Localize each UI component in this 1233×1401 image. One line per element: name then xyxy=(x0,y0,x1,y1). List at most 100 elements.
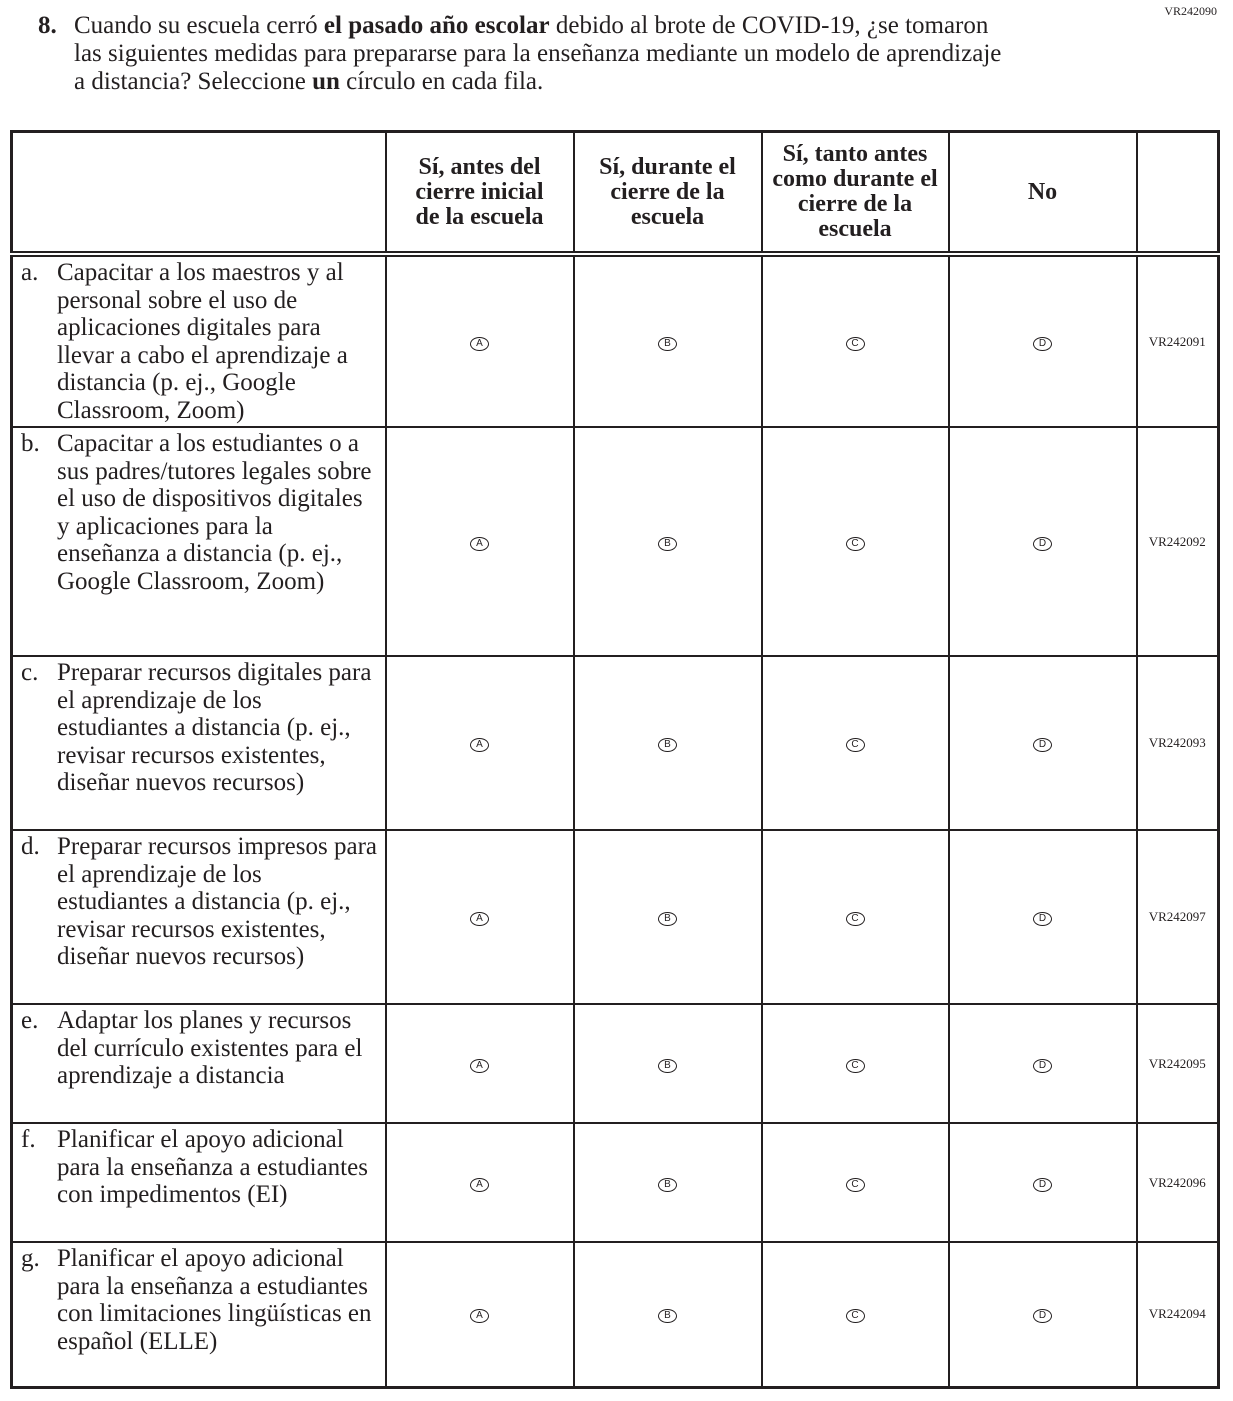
table-row: d. Preparar recursos impresos para el apr… xyxy=(10,829,1220,1005)
table-row: e. Adaptar los planes y recursos del curr… xyxy=(10,1003,1220,1124)
radio-bubble-d[interactable]: D xyxy=(1033,336,1052,351)
option-cell: A xyxy=(384,1241,575,1388)
column-header: Sí, tanto antes como durante el cierre d… xyxy=(760,130,950,257)
table-row: a. Capacitar a los maestros y al personal… xyxy=(10,253,1220,428)
radio-bubble-b[interactable]: B xyxy=(658,1177,677,1192)
radio-bubble-a[interactable]: A xyxy=(470,336,489,351)
radio-bubble-b[interactable]: B xyxy=(658,1309,677,1324)
option-cell: C xyxy=(760,829,950,1005)
question-prompt: 8. Cuando su escuela cerró el pasado año… xyxy=(38,12,1018,96)
option-cell: B xyxy=(572,426,763,657)
item-text: Preparar recursos digitales para el apre… xyxy=(57,659,372,796)
option-cell: B xyxy=(572,1241,763,1388)
radio-bubble-d[interactable]: D xyxy=(1033,1177,1052,1192)
item-code: VR242094 xyxy=(1135,1241,1220,1388)
option-cell: A xyxy=(384,426,575,657)
option-cell: D xyxy=(947,1241,1138,1388)
item-letter: b. xyxy=(21,430,40,457)
item-code: VR242092 xyxy=(1135,426,1220,657)
option-cell: C xyxy=(760,253,950,428)
item-code: VR242091 xyxy=(1135,253,1220,428)
item-letter: f. xyxy=(21,1126,36,1153)
radio-bubble-c[interactable]: C xyxy=(845,1309,865,1324)
item-cell: c. Preparar recursos digitales para el ap… xyxy=(10,655,387,831)
text: debido al brote de COVID-19, ¿se tomaron… xyxy=(74,12,1002,95)
item-text: Preparar recursos impresos para el apren… xyxy=(57,833,378,970)
item-cell: g. Planificar el apoyo adicional para la … xyxy=(10,1241,387,1388)
radio-bubble-d[interactable]: D xyxy=(1033,1058,1052,1073)
text: Cuando su escuela cerró xyxy=(74,12,324,39)
item-letter: e. xyxy=(21,1007,39,1034)
radio-bubble-a[interactable]: A xyxy=(470,1058,489,1073)
option-cell: D xyxy=(947,426,1138,657)
emphasis: el pasado año escolar xyxy=(323,12,550,39)
radio-bubble-d[interactable]: D xyxy=(1033,738,1052,752)
option-cell: D xyxy=(947,1122,1138,1243)
option-cell: C xyxy=(760,1003,950,1124)
radio-bubble-a[interactable]: A xyxy=(470,1177,489,1192)
column-label: Sí, durante el cierre de la escuela xyxy=(599,153,736,230)
option-cell: A xyxy=(384,1122,575,1243)
column-label: Sí, antes del cierre inicial de la escue… xyxy=(415,153,544,230)
radio-bubble-a[interactable]: A xyxy=(470,738,489,752)
response-grid: Sí, antes del cierre inicial de la escue… xyxy=(10,130,1220,1389)
item-cell: b. Capacitar a los estudiantes o a sus pa… xyxy=(10,426,387,657)
radio-bubble-c[interactable]: C xyxy=(845,738,865,752)
option-cell: B xyxy=(572,829,763,1005)
column-header: Sí, antes del cierre inicial de la escue… xyxy=(384,130,575,257)
table-row: f. Planificar el apoyo adicional para la … xyxy=(10,1122,1220,1243)
radio-bubble-d[interactable]: D xyxy=(1033,536,1052,551)
item-cell: e. Adaptar los planes y recursos del curr… xyxy=(10,1003,387,1124)
option-cell: D xyxy=(947,1003,1138,1124)
column-label: Sí, tanto antes como durante el cierre d… xyxy=(772,141,938,242)
item-code: VR242095 xyxy=(1135,1003,1220,1124)
option-cell: D xyxy=(947,253,1138,428)
radio-bubble-b[interactable]: B xyxy=(658,536,677,551)
question-number: 8. xyxy=(38,12,57,39)
radio-bubble-b[interactable]: B xyxy=(658,336,677,351)
option-cell: A xyxy=(384,1003,575,1124)
radio-bubble-c[interactable]: C xyxy=(845,1058,865,1073)
radio-bubble-a[interactable]: A xyxy=(470,1309,489,1324)
item-text: Adaptar los planes y recursos del curríc… xyxy=(57,1007,363,1089)
table-row: c. Preparar recursos digitales para el ap… xyxy=(10,655,1220,831)
radio-bubble-d[interactable]: D xyxy=(1033,1309,1052,1324)
item-letter: a. xyxy=(21,259,39,286)
header-blank xyxy=(10,130,387,257)
option-cell: B xyxy=(572,253,763,428)
radio-bubble-b[interactable]: B xyxy=(658,1058,677,1073)
option-cell: C xyxy=(760,426,950,657)
question-id: VR242090 xyxy=(1164,4,1217,18)
header-blank xyxy=(1135,130,1220,257)
column-header: No xyxy=(947,130,1138,257)
option-cell: C xyxy=(760,655,950,831)
option-cell: B xyxy=(572,655,763,831)
radio-bubble-d[interactable]: D xyxy=(1033,912,1052,926)
radio-bubble-b[interactable]: B xyxy=(658,912,677,926)
emphasis: un xyxy=(312,68,340,95)
item-letter: c. xyxy=(21,659,39,686)
item-text: Capacitar a los maestros y al personal s… xyxy=(57,259,348,424)
table-row: b. Capacitar a los estudiantes o a sus pa… xyxy=(10,426,1220,657)
radio-bubble-a[interactable]: A xyxy=(470,536,489,551)
option-cell: A xyxy=(384,655,575,831)
item-cell: d. Preparar recursos impresos para el apr… xyxy=(10,829,387,1005)
radio-bubble-c[interactable]: C xyxy=(845,336,865,351)
radio-bubble-c[interactable]: C xyxy=(845,912,865,926)
item-cell: f. Planificar el apoyo adicional para la … xyxy=(10,1122,387,1243)
item-text: Planificar el apoyo adicional para la en… xyxy=(57,1126,368,1208)
radio-bubble-c[interactable]: C xyxy=(845,536,865,551)
column-header: Sí, durante el cierre de la escuela xyxy=(572,130,763,257)
radio-bubble-b[interactable]: B xyxy=(658,738,677,752)
table-row: g. Planificar el apoyo adicional para la … xyxy=(10,1241,1220,1388)
item-text: Capacitar a los estudiantes o a sus padr… xyxy=(57,430,372,595)
option-cell: A xyxy=(384,253,575,428)
option-cell: D xyxy=(947,829,1138,1005)
item-letter: g. xyxy=(21,1245,40,1272)
option-cell: B xyxy=(572,1122,763,1243)
radio-bubble-a[interactable]: A xyxy=(470,912,489,926)
item-text: Planificar el apoyo adicional para la en… xyxy=(57,1245,372,1355)
column-label: No xyxy=(1027,178,1058,205)
radio-bubble-c[interactable]: C xyxy=(845,1177,865,1192)
item-cell: a. Capacitar a los maestros y al personal… xyxy=(10,253,387,428)
